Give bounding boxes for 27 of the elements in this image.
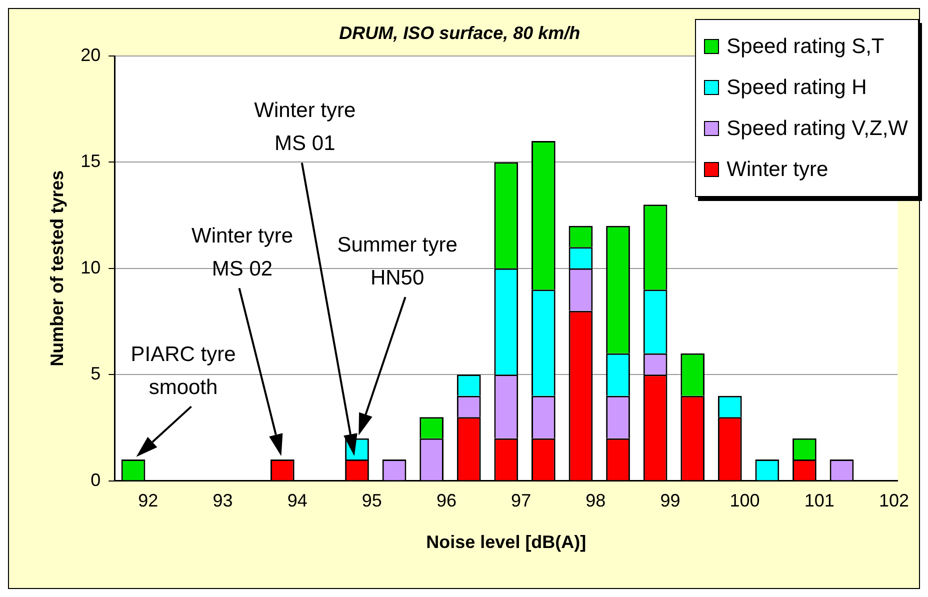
annotation: PIARC tyre smooth [130, 342, 236, 399]
y-tick-label: 10 [80, 257, 101, 278]
annotation: Summer tyre HN50 [337, 233, 458, 290]
y-tick-label: 20 [80, 44, 101, 65]
x-tick-label: 92 [138, 490, 158, 511]
legend-label: Speed rating H [726, 75, 867, 101]
y-axis-title: Number of tested tyres [46, 170, 67, 366]
legend-label: Speed rating S,T [726, 34, 884, 60]
x-axis-title: Noise level [dB(A)] [426, 532, 586, 552]
x-tick-label: 98 [586, 490, 606, 511]
x-tick-label: 93 [212, 490, 233, 511]
x-tick-label: 102 [878, 490, 909, 511]
y-tick-label: 15 [80, 151, 101, 172]
x-tick-label: 100 [730, 490, 760, 511]
annotation: Winter tyre MS 02 [192, 224, 294, 280]
x-tick-label: 101 [804, 490, 834, 511]
y-tick-label: 0 [90, 470, 101, 490]
chart-title: DRUM, ISO surface, 80 km/h [339, 22, 580, 43]
y-tick-label: 5 [90, 364, 101, 384]
x-tick-label: 97 [511, 490, 532, 511]
x-tick-label: 94 [287, 490, 308, 511]
x-tick-label: 95 [362, 490, 382, 511]
x-tick-label: 99 [660, 490, 680, 511]
x-tick-label: 96 [436, 490, 457, 511]
legend-label: Speed rating V,Z,W [726, 116, 908, 142]
legend-label: Winter tyre [726, 157, 828, 183]
annotation: Winter tyre MS 01 [254, 99, 356, 156]
